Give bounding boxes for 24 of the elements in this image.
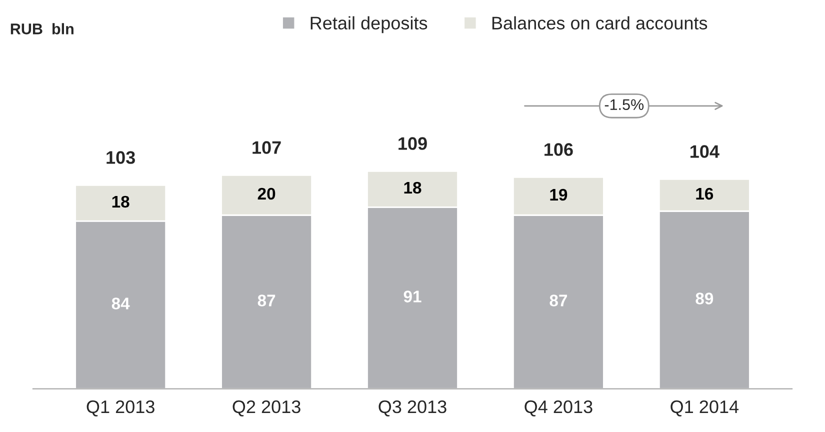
- x-tick-label: Q3 2013: [378, 400, 446, 416]
- legend-label: Retail deposits: [310, 16, 428, 34]
- data-label: 84: [112, 298, 130, 310]
- data-label: 87: [550, 294, 567, 306]
- total-label: 107: [252, 141, 281, 154]
- x-tick-label: Q2 2013: [232, 400, 300, 416]
- data-label: 19: [550, 188, 568, 201]
- data-label: 16: [696, 188, 714, 200]
- x-tick-label: Q1 2013: [86, 400, 154, 416]
- total-label: 104: [690, 145, 720, 158]
- data-label: 91: [404, 290, 422, 302]
- data-label: 18: [112, 196, 130, 208]
- x-tick-label: Q4 2013: [524, 400, 592, 416]
- x-tick-label: Q1 2014: [670, 400, 739, 416]
- text: -1.5%: [604, 99, 644, 110]
- total-label: 106: [544, 143, 573, 156]
- data-label: 20: [258, 188, 276, 200]
- data-label: 89: [696, 292, 714, 304]
- total-label: 103: [106, 151, 135, 164]
- data-label: 18: [404, 182, 422, 194]
- chart-title: RUB bln: [10, 23, 74, 34]
- data-label: 87: [258, 294, 276, 306]
- legend-label: Balances on card accounts: [492, 16, 708, 30]
- total-label: 109: [398, 137, 427, 150]
